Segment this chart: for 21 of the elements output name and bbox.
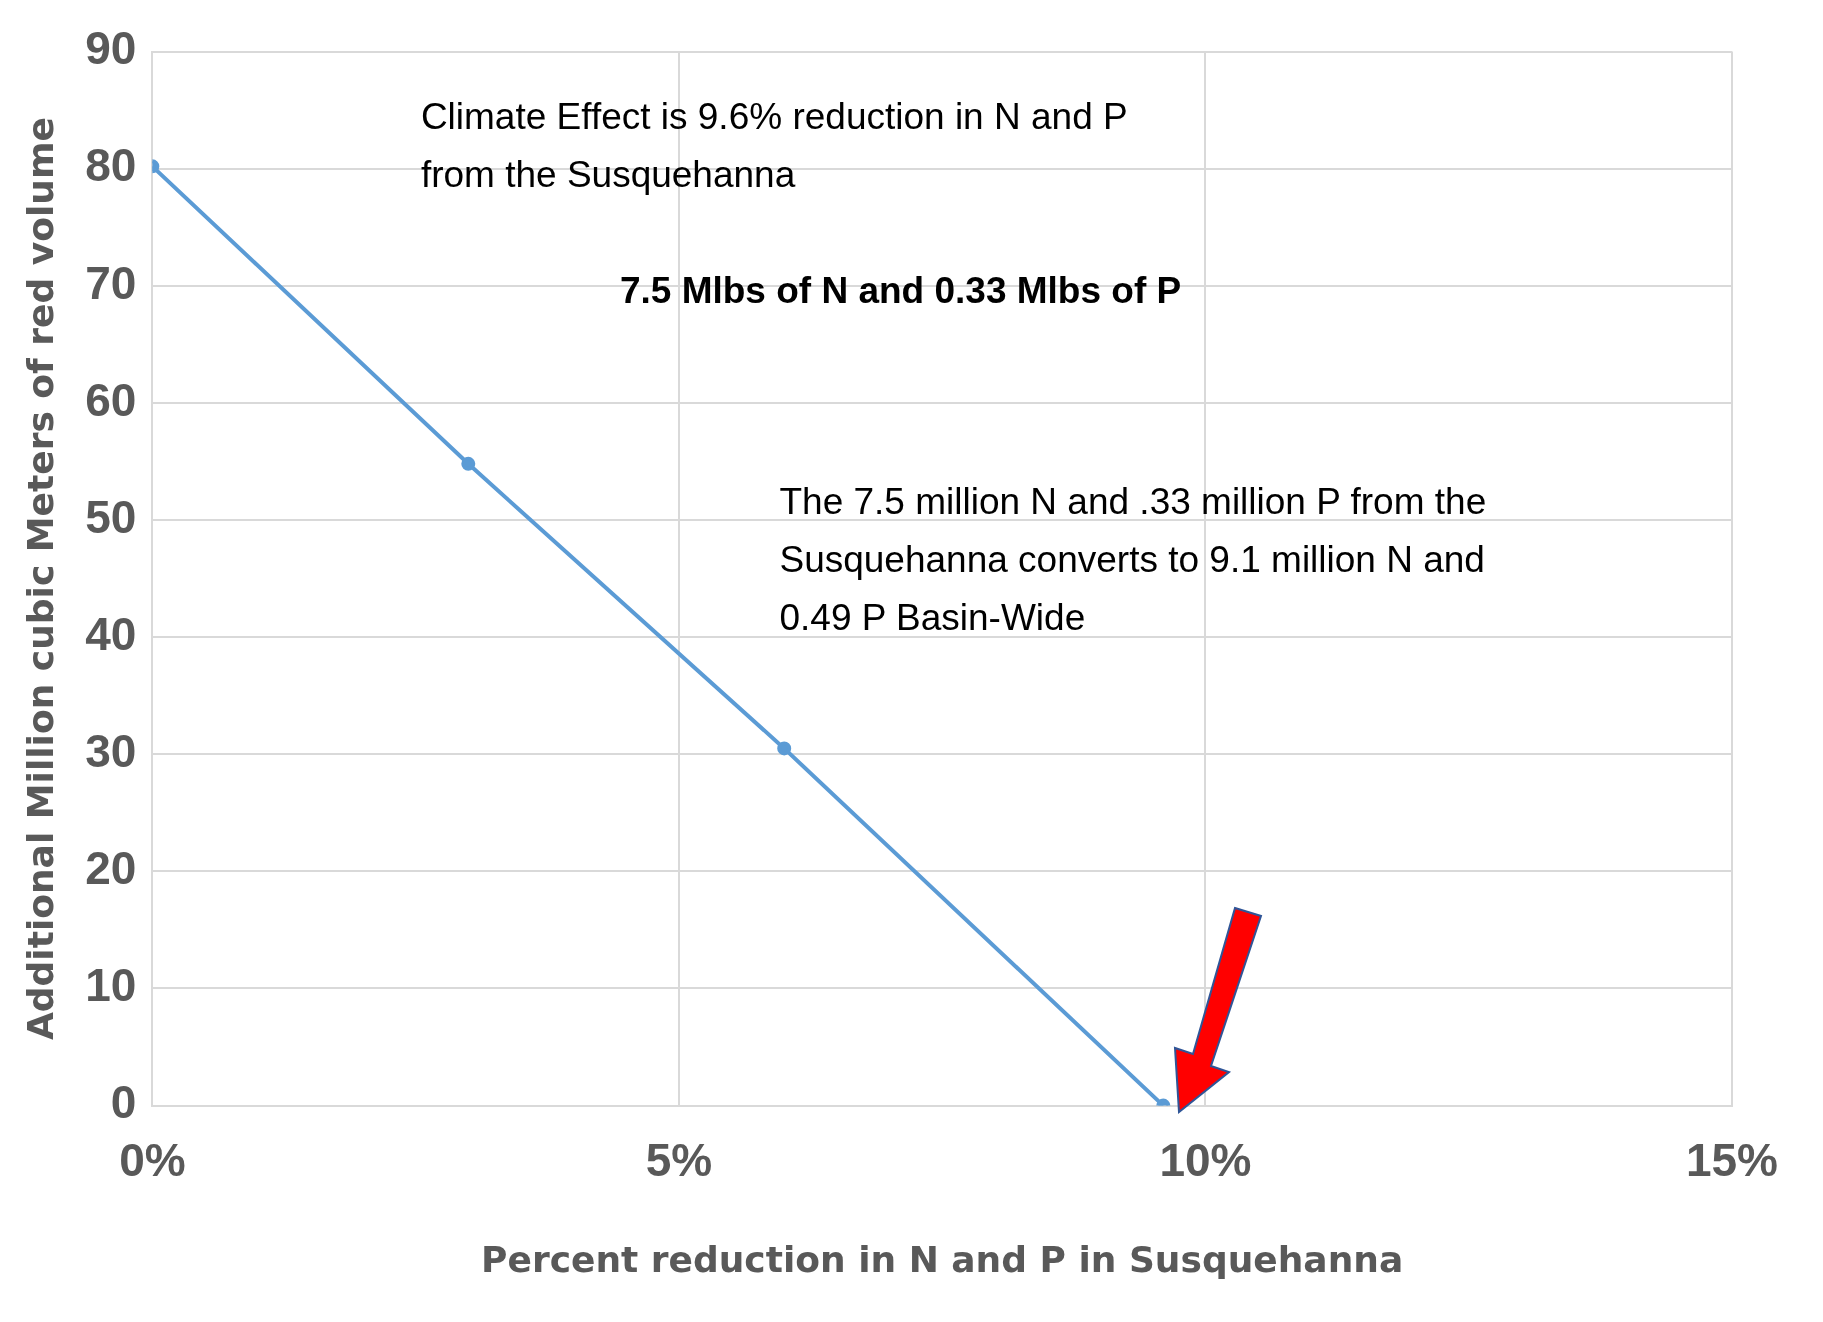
point	[461, 456, 476, 471]
x-tick-label: 5%	[645, 1133, 713, 1186]
y-tick-label: 80	[85, 139, 137, 192]
y-axis-title: Additional Million cubic Meters of red volume	[19, 117, 61, 1041]
x-axis-title: Percent reduction in N and P in Susquehanna	[481, 1238, 1404, 1280]
y-tick-label: 50	[85, 490, 137, 543]
x-tick-label: 10%	[1159, 1133, 1252, 1186]
y-tick-label: 70	[85, 256, 137, 309]
y-tick-label: 0	[110, 1076, 137, 1129]
x-tick-label: 0%	[119, 1133, 186, 1186]
y-tick-label: 90	[85, 22, 137, 75]
annotation: Climate Effect is 9.6% reduction in N and P from the Susquehanna	[420, 95, 1128, 198]
y-tick-label: 40	[85, 607, 137, 660]
y-tick-label: 60	[85, 373, 137, 426]
y-tick-label: 20	[85, 842, 137, 895]
y-tick-label: 30	[85, 724, 137, 777]
point	[777, 741, 792, 756]
annotation: The 7.5 million N and .33 million P from the Susquehanna converts to 9.1 million N and 0.49 P Basin-Wide	[779, 480, 1488, 641]
annotation: 7.5 Mlbs of N and 0.33 Mlbs of P	[619, 269, 1183, 314]
x-tick-label: 15%	[1685, 1133, 1779, 1186]
y-tick-label: 10	[85, 959, 137, 1012]
